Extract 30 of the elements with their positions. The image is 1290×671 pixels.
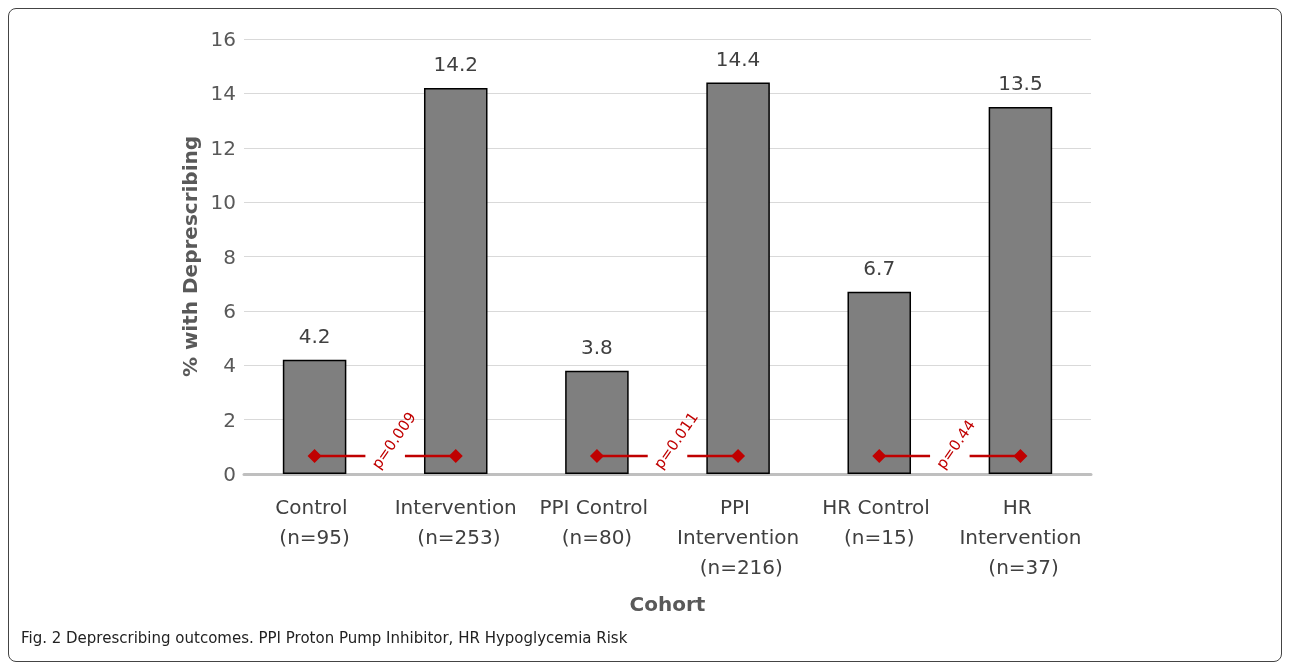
bar — [988, 106, 1053, 474]
y-tick-label: 16 — [210, 27, 236, 51]
x-tick-label: Control (n=95) — [275, 495, 354, 549]
caption: Fig. 2 Deprescribing outcomes. PPI Proton Pump Inhibitor, HR Hypoglycemia Risk — [21, 629, 628, 647]
bar — [847, 291, 912, 474]
y-tick-label: 14 — [210, 81, 236, 106]
data-label: 14.2 — [433, 51, 479, 76]
bar — [282, 359, 347, 474]
x-axis-title: Cohort — [629, 592, 706, 616]
y-tick-label: 12 — [210, 135, 236, 160]
y-tick-label: 6 — [223, 298, 236, 323]
y-tick-label: 0 — [223, 462, 236, 486]
y-axis-title: % with Deprescribing — [177, 135, 202, 378]
y-tick-label: 2 — [223, 407, 236, 432]
data-label: 4.2 — [298, 323, 331, 348]
x-tick-label: Intervention (n=253) — [394, 495, 517, 549]
data-label: 6.7 — [863, 255, 896, 280]
bar — [706, 82, 770, 474]
x-tick-label: PPI Intervention (n=216) — [677, 495, 800, 579]
x-tick-label: HR Control (n=15) — [822, 495, 937, 549]
bar — [565, 370, 629, 474]
y-tick-label: 4 — [223, 353, 236, 378]
x-tick-label: PPI Control (n=80) — [539, 495, 655, 549]
y-tick-label: 10 — [210, 190, 236, 215]
data-label: 3.8 — [581, 334, 613, 359]
data-label: 13.5 — [998, 70, 1043, 95]
data-label: 14.4 — [715, 46, 761, 71]
y-tick-label: 8 — [223, 244, 236, 269]
bar — [423, 87, 488, 474]
x-tick-label: HR Intervention (n=37) — [959, 495, 1082, 579]
